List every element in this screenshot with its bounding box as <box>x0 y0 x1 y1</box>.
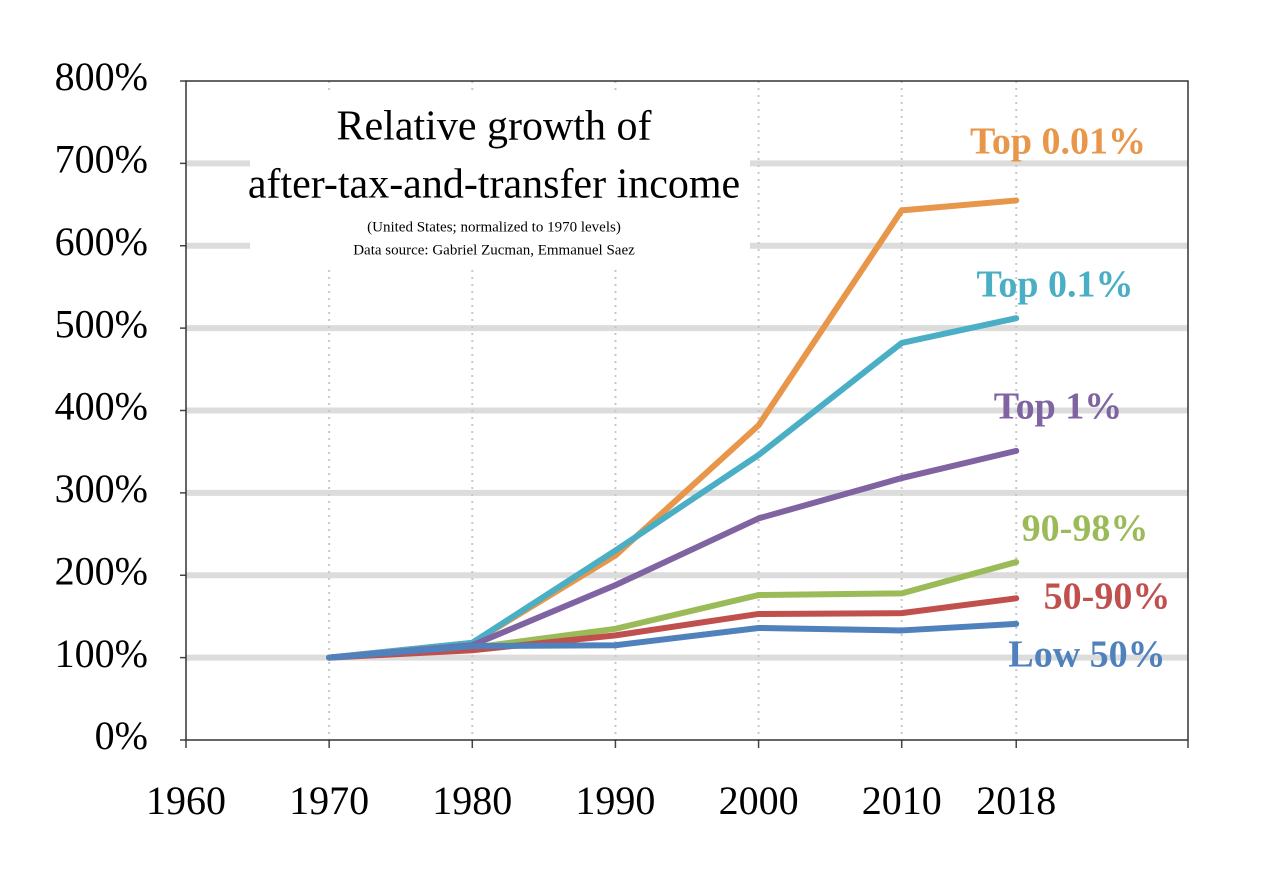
x-tick-label: 1980 <box>432 778 512 823</box>
data-source: Data source: Gabriel Zucman, Emmanuel Sa… <box>353 242 635 258</box>
series-label: 50-90% <box>1044 576 1171 618</box>
chart-title: Relative growth of <box>337 104 652 150</box>
series-label: Top 0.01% <box>970 121 1146 163</box>
y-tick-label: 300% <box>55 466 148 511</box>
y-tick-label: 0% <box>95 713 148 758</box>
y-tick-label: 700% <box>55 137 148 182</box>
y-tick-label: 400% <box>55 384 148 429</box>
series-label: Low 50% <box>1008 634 1165 676</box>
series-line <box>326 620 1020 661</box>
series-label: Top 1% <box>994 386 1123 428</box>
chart-title: after-tax-and-transfer income <box>248 162 740 208</box>
x-tick-label: 1960 <box>146 778 226 823</box>
plot-frame <box>185 80 1189 741</box>
y-tick-label: 100% <box>55 631 148 676</box>
y-tick-label: 500% <box>55 301 148 346</box>
series-line <box>326 595 1020 661</box>
series-line <box>326 315 1020 661</box>
x-tick-label: 2010 <box>862 778 942 823</box>
series-label: Top 0.1% <box>977 264 1134 306</box>
plot: 0% 100% 200% 300% 400% 500% 600% 700% 800% 1960 19… <box>55 54 1189 823</box>
x-tick-label: 1970 <box>289 778 369 823</box>
y-tick-label: 600% <box>55 219 148 264</box>
x-tick-label: 2018 <box>976 778 1056 823</box>
title-backdrop <box>250 95 750 265</box>
series-label: 90-98% <box>1022 508 1149 550</box>
y-tick-label: 800% <box>55 54 148 99</box>
x-tick-label: 1990 <box>575 778 655 823</box>
x-tick-label: 2000 <box>719 778 799 823</box>
y-tick-label: 200% <box>55 548 148 593</box>
chart-subtitle: (United States; normalized to 1970 level… <box>367 219 621 235</box>
